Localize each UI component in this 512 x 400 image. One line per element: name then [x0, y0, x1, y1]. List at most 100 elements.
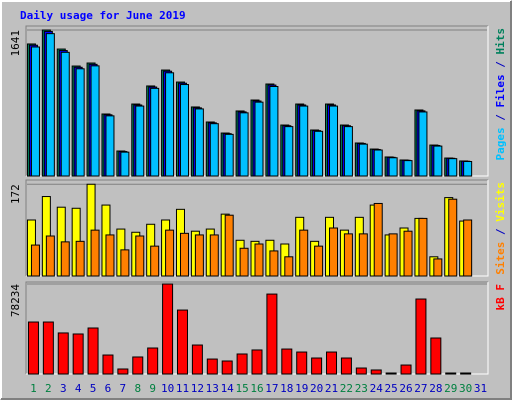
- x-tick-label: 3: [60, 382, 67, 395]
- bar: [460, 372, 472, 375]
- bar: [135, 105, 145, 177]
- x-tick-label: 8: [134, 382, 141, 395]
- panel-border: [25, 179, 488, 276]
- legend-separator: /: [494, 222, 507, 242]
- bar: [135, 235, 145, 277]
- x-tick-label: 18: [280, 382, 293, 395]
- bar: [75, 68, 85, 177]
- x-tick-label: 24: [370, 382, 384, 395]
- x-tick-label: 29: [444, 382, 457, 395]
- bar: [299, 229, 309, 277]
- bar: [388, 157, 398, 177]
- bar: [326, 351, 338, 375]
- bar: [358, 233, 368, 277]
- bar: [254, 243, 264, 277]
- bar: [311, 357, 323, 375]
- bar: [176, 309, 188, 375]
- bar: [418, 111, 428, 177]
- panel-border: [25, 281, 488, 374]
- bar: [30, 46, 40, 177]
- legend: Sites / Visits: [494, 182, 507, 275]
- x-tick-label: 23: [355, 382, 368, 395]
- legend-entry: Visits: [494, 182, 507, 222]
- bar: [299, 105, 309, 177]
- legend-separator: /: [494, 55, 507, 75]
- bar: [117, 368, 129, 375]
- bar: [463, 160, 473, 177]
- bar: [358, 143, 368, 177]
- bar: [194, 234, 204, 277]
- x-tick-label: 15: [235, 382, 248, 395]
- bar: [373, 202, 383, 277]
- x-tick-label: 5: [90, 382, 97, 395]
- bar: [403, 230, 413, 277]
- bar: [206, 358, 218, 375]
- bar: [430, 337, 442, 375]
- panel-border: [25, 25, 488, 176]
- bar: [251, 349, 263, 375]
- legend-entry: Sites: [494, 242, 507, 275]
- bar: [418, 217, 428, 277]
- bar: [254, 101, 264, 177]
- bar: [209, 123, 219, 177]
- bar: [102, 354, 114, 375]
- x-tick-label: 14: [221, 382, 235, 395]
- bar: [132, 356, 144, 375]
- bar: [236, 353, 248, 375]
- x-tick-label: 4: [75, 382, 82, 395]
- bar: [105, 115, 115, 177]
- x-tick-label: 21: [325, 382, 338, 395]
- bar: [120, 249, 130, 277]
- bar: [329, 227, 339, 277]
- bar: [57, 332, 69, 375]
- bar: [296, 351, 308, 375]
- bar: [90, 229, 100, 277]
- bar: [120, 151, 130, 177]
- bar: [209, 234, 219, 277]
- x-tick-label: 22: [340, 382, 353, 395]
- bar: [388, 233, 398, 277]
- bar: [343, 126, 353, 177]
- bar: [284, 256, 294, 277]
- x-tick-label: 27: [414, 382, 427, 395]
- x-tick-label: 9: [149, 382, 156, 395]
- bar: [370, 369, 382, 375]
- x-tick-label: 31: [474, 382, 487, 395]
- bar: [355, 367, 367, 375]
- bar: [403, 160, 413, 177]
- bar: [147, 347, 159, 375]
- bar: [415, 298, 427, 375]
- bar: [45, 235, 55, 277]
- bar: [445, 372, 457, 375]
- bar: [448, 158, 458, 177]
- bar: [281, 348, 293, 375]
- bar: [165, 229, 175, 277]
- legend-entry: Hits: [494, 28, 507, 55]
- x-tick-label: 2: [45, 382, 52, 395]
- bar: [400, 364, 412, 375]
- y-tick-label: 172: [9, 184, 22, 204]
- x-tick-label: 16: [250, 382, 263, 395]
- bar: [224, 214, 234, 277]
- legend-entry: Files: [494, 74, 507, 107]
- legend: kB F: [494, 284, 507, 311]
- bar: [42, 321, 54, 375]
- bar: [269, 85, 279, 177]
- bar: [239, 247, 249, 277]
- x-tick-label: 28: [429, 382, 442, 395]
- bar: [314, 130, 324, 177]
- bar: [60, 51, 70, 177]
- legend-entry: kB F: [494, 284, 507, 311]
- bar: [329, 105, 339, 177]
- legend: Pages / Files / Hits: [494, 28, 507, 161]
- bar: [72, 333, 84, 375]
- bar: [165, 72, 175, 177]
- bar: [269, 250, 279, 277]
- bar: [27, 321, 39, 375]
- bar: [373, 149, 383, 177]
- x-tick-label: 7: [120, 382, 127, 395]
- bar: [179, 232, 189, 277]
